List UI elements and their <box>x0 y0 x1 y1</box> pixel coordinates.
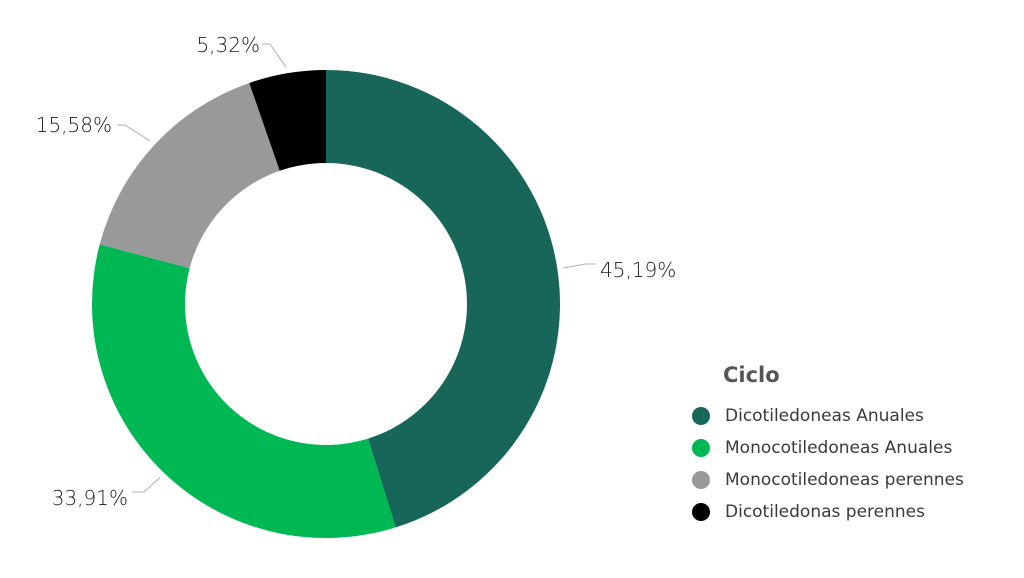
leader-lines <box>117 43 596 493</box>
data-label: 15,58% <box>36 113 112 137</box>
legend-item: Monocotiledoneas Anuales <box>692 432 1012 464</box>
data-label: 45,19% <box>600 258 676 282</box>
legend-title: Ciclo <box>723 363 780 387</box>
donut-slices <box>91 70 561 539</box>
donut-slice <box>99 82 280 269</box>
data-labels: 45,19% 33,91% 15,58% 5,32% <box>36 33 677 510</box>
legend-label: Dicotiledonas perennes <box>725 502 925 522</box>
legend-item: Monocotiledoneas perennes <box>692 464 1012 496</box>
data-label: 33,91% <box>52 486 128 510</box>
donut-slice <box>326 70 561 528</box>
legend-swatch <box>692 439 710 457</box>
legend: Ciclo Dicotiledoneas Anuales Monocotiled… <box>692 360 1012 528</box>
leader-line <box>132 477 161 493</box>
leader-line <box>262 43 287 68</box>
legend-swatch <box>692 471 710 489</box>
data-label: 5,32% <box>196 33 260 57</box>
leader-line <box>117 124 151 142</box>
legend-label: Monocotiledoneas perennes <box>725 470 964 490</box>
donut-slice <box>91 244 396 539</box>
legend-item: Dicotiledonas perennes <box>692 496 1012 528</box>
legend-label: Dicotiledoneas Anuales <box>725 406 924 426</box>
legend-swatch <box>692 503 710 521</box>
legend-item: Dicotiledoneas Anuales <box>692 400 1012 432</box>
leader-line <box>563 263 596 269</box>
donut-slice <box>249 70 326 171</box>
legend-swatch <box>692 407 710 425</box>
legend-label: Monocotiledoneas Anuales <box>725 438 953 458</box>
